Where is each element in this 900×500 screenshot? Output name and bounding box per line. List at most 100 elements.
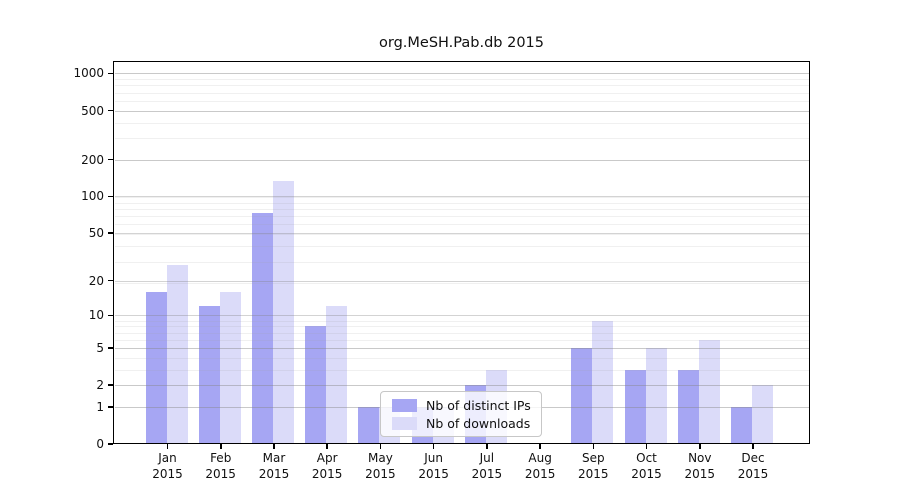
x-tick-month: Oct: [636, 451, 657, 465]
y-axis-tick: [108, 314, 113, 317]
legend-swatch-downloads: [392, 416, 417, 430]
x-tick-year: 2015: [311, 466, 343, 481]
bar-distinct-ips-dec: [731, 406, 752, 444]
grid-line-major: [114, 280, 809, 282]
x-tick-year: 2015: [418, 466, 449, 481]
x-tick-month: Mar: [262, 451, 286, 465]
x-tick-year: 2015: [684, 466, 716, 481]
bar-downloads-mar: [273, 180, 294, 444]
y-axis-tick-label: 1: [96, 399, 104, 414]
grid-line-major: [114, 385, 809, 387]
bar-distinct-ips-mar: [252, 213, 273, 444]
bar-downloads-oct: [645, 347, 667, 444]
grid-line-major: [114, 159, 809, 161]
y-axis-tick-label: 1000: [73, 66, 104, 81]
y-axis-tick: [108, 384, 113, 386]
bar-downloads-feb: [219, 292, 241, 444]
grid-line-minor: [114, 320, 809, 322]
x-axis-tick-label: Jul 2015: [459, 451, 515, 482]
grid-line-major: [114, 347, 809, 349]
grid-line-major: [114, 315, 809, 317]
bar-downloads-sep: [592, 320, 614, 444]
grid-line-minor: [114, 202, 809, 204]
bar-distinct-ips-sep: [571, 347, 593, 444]
bar-distinct-ips-jan: [145, 292, 167, 444]
grid-line-minor: [114, 197, 809, 198]
y-axis-tick-label: 5: [96, 340, 104, 355]
x-tick-year: 2015: [152, 466, 183, 481]
grid-line-minor: [114, 283, 809, 285]
x-axis-tick-label: Sep 2015: [565, 451, 621, 482]
y-axis-tick-label: 0: [96, 437, 104, 451]
x-axis-tick-label: Aug 2015: [512, 451, 568, 482]
x-axis-tick-label: Jun 2015: [406, 451, 462, 482]
x-axis-tick: [752, 444, 754, 449]
bar-downloads-jan: [166, 265, 188, 444]
grid-line-minor: [114, 332, 809, 334]
grid-line-minor: [114, 339, 809, 341]
grid-line-minor: [114, 85, 809, 87]
grid-line-minor: [114, 234, 809, 236]
x-axis-tick: [592, 444, 595, 449]
x-tick-year: 2015: [631, 466, 662, 481]
legend-label-distinct-ips: Nb of distinct IPs: [426, 397, 531, 413]
x-tick-month: Feb: [210, 451, 232, 465]
y-axis-tick: [108, 406, 113, 408]
bar-downloads-nov: [698, 339, 720, 444]
x-tick-month: Sep: [581, 451, 605, 465]
y-axis-tick-label: 10: [88, 308, 104, 323]
grid-line-minor: [114, 208, 809, 210]
grid-line-minor: [114, 385, 809, 387]
x-axis-tick-label: Feb 2015: [193, 451, 249, 482]
grid-line-major: [114, 110, 809, 112]
y-axis-tick-label: 500: [81, 103, 104, 118]
x-tick-year: 2015: [578, 466, 609, 481]
y-axis-tick: [108, 347, 113, 349]
x-axis-tick-label: Oct 2015: [619, 451, 675, 482]
x-tick-year: 2015: [737, 466, 769, 481]
legend-item-downloads: Nb of downloads: [392, 414, 533, 432]
bar-distinct-ips-oct: [624, 369, 646, 444]
grid-line-major: [114, 233, 809, 235]
x-tick-month: Jul: [479, 451, 495, 465]
legend: Nb of distinct IPs Nb of downloads: [380, 391, 542, 437]
grid-line-minor: [114, 224, 809, 226]
x-tick-year: 2015: [258, 466, 290, 481]
chart-title: org.MeSH.Pab.db 2015: [379, 35, 544, 51]
x-axis-tick: [699, 444, 701, 449]
x-tick-year: 2015: [365, 466, 396, 481]
grid-line-minor: [114, 246, 809, 248]
y-axis-tick-label: 200: [81, 152, 104, 167]
x-axis-tick: [539, 444, 541, 449]
bar-distinct-ips-nov: [677, 369, 699, 444]
x-axis-tick: [273, 444, 275, 449]
x-axis-tick: [220, 444, 222, 449]
x-tick-month: Apr: [316, 451, 338, 465]
x-tick-month: Dec: [741, 451, 765, 465]
bar-downloads-dec: [752, 385, 773, 444]
grid-line-minor: [114, 326, 809, 328]
x-tick-month: Jun: [424, 451, 443, 465]
y-axis-tick-label: 100: [81, 189, 104, 204]
x-axis-tick-label: Apr 2015: [299, 451, 355, 482]
grid-line-minor: [114, 110, 809, 112]
y-axis-tick: [108, 195, 113, 198]
x-tick-month: Nov: [688, 451, 712, 465]
grid-line-major: [114, 196, 809, 198]
legend-swatch-distinct-ips: [392, 398, 417, 412]
y-axis-tick-label: 50: [88, 226, 104, 241]
y-axis-tick: [108, 443, 113, 445]
x-axis-tick: [486, 444, 488, 449]
bar-distinct-ips-apr: [305, 326, 327, 444]
x-tick-month: Aug: [528, 451, 552, 465]
x-axis-tick: [326, 444, 328, 449]
x-tick-year: 2015: [205, 466, 236, 481]
y-axis-tick: [108, 158, 113, 161]
x-axis-tick-label: May 2015: [352, 451, 408, 482]
legend-label-downloads: Nb of downloads: [426, 415, 531, 431]
grid-line-major: [114, 73, 809, 75]
x-tick-year: 2015: [471, 466, 503, 481]
bar-distinct-ips-feb: [198, 306, 220, 444]
grid-line-minor: [114, 159, 809, 161]
